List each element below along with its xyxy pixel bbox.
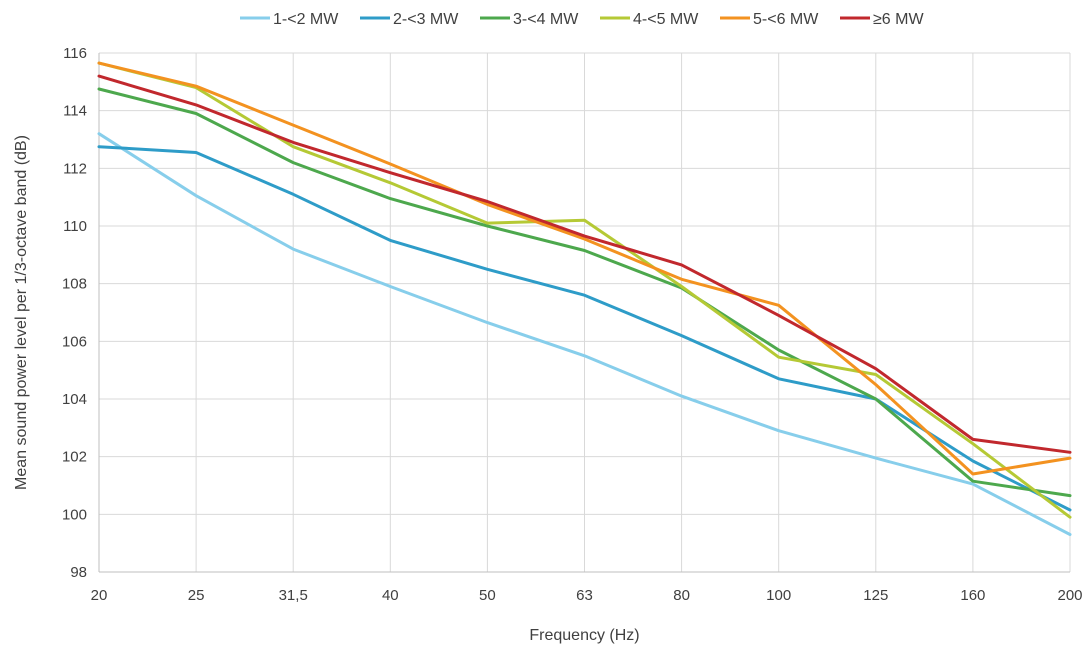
y-tick-label: 104 [62, 391, 87, 408]
legend-item: 3-<4 MW [480, 11, 579, 28]
series-line-3 [97, 87, 1072, 498]
x-tick-label: 20 [91, 587, 108, 604]
y-tick-label: 100 [62, 506, 87, 523]
legend-item: 4-<5 MW [600, 11, 699, 28]
x-tick-label: 80 [673, 587, 690, 604]
y-tick-label: 106 [62, 333, 87, 350]
legend-label: 5-<6 MW [753, 11, 819, 28]
legend-label: 3-<4 MW [513, 11, 579, 28]
legend-label: 1-<2 MW [273, 11, 339, 28]
axes: 98 100 102 104 106 108 110 112 114 116 20 25 31,5 40 5… [62, 45, 1083, 604]
legend-item: 5-<6 MW [720, 11, 819, 28]
y-tick-label: 98 [70, 564, 87, 581]
series-line-2 [97, 145, 1072, 512]
x-axis-title: Frequency (Hz) [529, 627, 639, 644]
y-tick-label: 112 [63, 160, 87, 177]
series-line-5 [97, 61, 1072, 476]
y-tick-label: 110 [63, 218, 87, 235]
series-line-6 [97, 74, 1072, 454]
y-tick-label: 114 [63, 103, 87, 120]
x-tick-label: 31,5 [279, 587, 308, 604]
series-lines [97, 61, 1072, 536]
x-tick-label: 200 [1057, 587, 1082, 604]
grid [98, 52, 1071, 573]
x-tick-label: 40 [382, 587, 399, 604]
series-line-1 [97, 132, 1072, 536]
x-tick-label: 160 [960, 587, 985, 604]
legend-item: 2-<3 MW [360, 11, 459, 28]
legend-label: 2-<3 MW [393, 11, 459, 28]
x-tick-label: 125 [863, 587, 888, 604]
y-tick-label: 116 [63, 45, 87, 62]
y-tick-label: 108 [62, 276, 87, 293]
y-axis-title: Mean sound power level per 1/3-octave ba… [13, 135, 30, 490]
x-tick-label: 25 [188, 587, 205, 604]
legend-label: ≥6 MW [873, 11, 924, 28]
y-tick-label: 102 [62, 449, 87, 466]
legend-item: 1-<2 MW [240, 11, 339, 28]
x-tick-label: 50 [479, 587, 496, 604]
legend-label: 4-<5 MW [633, 11, 699, 28]
legend: 1-<2 MW 2-<3 MW 3-<4 MW 4-<5 MW 5-<6 MW ≥6 MW [240, 11, 924, 28]
x-tick-label: 100 [766, 587, 791, 604]
x-tick-label: 63 [576, 587, 593, 604]
legend-item: ≥6 MW [840, 11, 924, 28]
series-line-4 [97, 61, 1072, 519]
